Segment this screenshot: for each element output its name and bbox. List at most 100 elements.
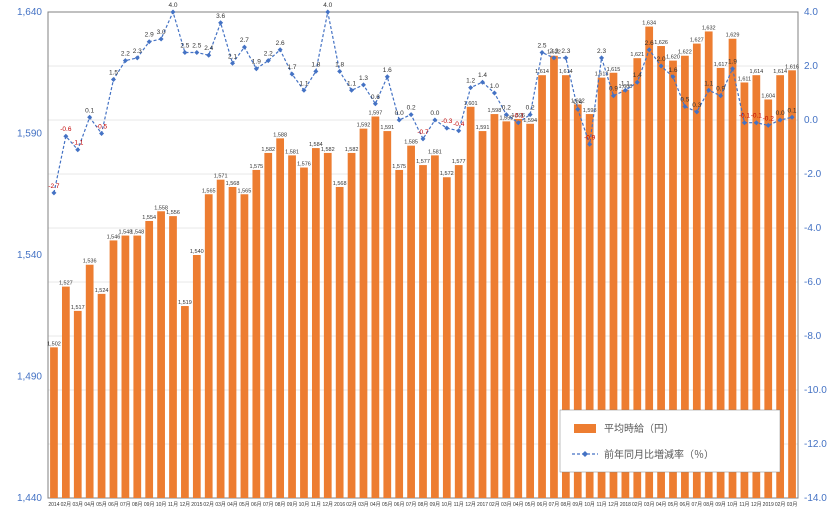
svg-text:1.9: 1.9 xyxy=(252,59,261,66)
svg-text:03月: 03月 xyxy=(358,502,369,508)
svg-text:08月: 08月 xyxy=(703,502,714,508)
svg-text:0.2: 0.2 xyxy=(407,105,416,112)
svg-text:2014: 2014 xyxy=(48,502,59,508)
svg-text:2.3: 2.3 xyxy=(133,48,142,55)
svg-text:12月: 12月 xyxy=(751,502,762,508)
svg-text:1,617: 1,617 xyxy=(714,62,728,68)
svg-text:1,554: 1,554 xyxy=(142,215,156,221)
svg-text:12月: 12月 xyxy=(322,502,333,508)
svg-text:1,568: 1,568 xyxy=(226,181,240,187)
svg-text:0.4: 0.4 xyxy=(573,99,582,106)
svg-text:-0.5: -0.5 xyxy=(96,124,108,131)
svg-text:1,565: 1,565 xyxy=(238,188,252,194)
svg-text:1.2: 1.2 xyxy=(466,78,475,85)
svg-text:1.8: 1.8 xyxy=(335,61,344,68)
svg-text:1,577: 1,577 xyxy=(452,159,466,165)
svg-text:04月: 04月 xyxy=(370,502,381,508)
svg-text:-0.7: -0.7 xyxy=(417,129,429,136)
svg-text:1,598: 1,598 xyxy=(488,108,502,114)
svg-text:1,517: 1,517 xyxy=(71,305,85,311)
svg-text:1,614: 1,614 xyxy=(749,69,763,75)
svg-text:09月: 09月 xyxy=(715,502,726,508)
svg-text:-12.0: -12.0 xyxy=(804,439,827,450)
svg-text:4.0: 4.0 xyxy=(168,2,177,9)
svg-text:1,582: 1,582 xyxy=(261,147,275,153)
svg-text:0.9: 0.9 xyxy=(716,86,725,93)
svg-text:2.0: 2.0 xyxy=(804,61,818,72)
svg-text:0.0: 0.0 xyxy=(430,110,439,117)
svg-text:-4.0: -4.0 xyxy=(804,223,822,234)
svg-text:05月: 05月 xyxy=(96,502,107,508)
svg-text:11月: 11月 xyxy=(311,502,321,508)
svg-text:1,626: 1,626 xyxy=(654,40,668,46)
svg-text:04月: 04月 xyxy=(227,502,238,508)
svg-text:1,571: 1,571 xyxy=(214,174,228,180)
svg-text:1,565: 1,565 xyxy=(202,188,216,194)
svg-text:07月: 07月 xyxy=(406,502,417,508)
svg-text:4.0: 4.0 xyxy=(804,7,818,18)
svg-text:1.4: 1.4 xyxy=(478,72,487,79)
svg-text:-0.9: -0.9 xyxy=(584,134,596,141)
svg-text:07月: 07月 xyxy=(692,502,703,508)
svg-text:1,604: 1,604 xyxy=(761,93,775,99)
svg-text:1.6: 1.6 xyxy=(383,67,392,74)
svg-text:06月: 06月 xyxy=(108,502,119,508)
svg-text:02月: 02月 xyxy=(489,502,500,508)
svg-text:1,640: 1,640 xyxy=(17,7,42,18)
svg-text:1,548: 1,548 xyxy=(130,230,144,236)
svg-text:-10.0: -10.0 xyxy=(804,385,827,396)
svg-text:1.7: 1.7 xyxy=(288,64,297,71)
svg-text:1,597: 1,597 xyxy=(368,110,382,116)
svg-text:2016: 2016 xyxy=(334,502,345,508)
svg-text:1,527: 1,527 xyxy=(59,281,73,287)
svg-text:0.2: 0.2 xyxy=(502,105,511,112)
svg-text:2015: 2015 xyxy=(191,502,202,508)
svg-text:1,592: 1,592 xyxy=(357,123,371,129)
svg-text:1,519: 1,519 xyxy=(178,300,192,306)
svg-text:0.6: 0.6 xyxy=(371,94,380,101)
svg-text:1,524: 1,524 xyxy=(95,288,109,294)
svg-text:03月: 03月 xyxy=(72,502,83,508)
svg-text:-0.1: -0.1 xyxy=(739,113,751,120)
svg-text:1,582: 1,582 xyxy=(345,147,359,153)
svg-text:10月: 10月 xyxy=(299,502,310,508)
svg-text:1,590: 1,590 xyxy=(17,129,42,140)
svg-text:1,627: 1,627 xyxy=(690,38,704,44)
svg-text:-8.0: -8.0 xyxy=(804,331,822,342)
svg-text:2.6: 2.6 xyxy=(276,40,285,47)
svg-text:1.1: 1.1 xyxy=(704,80,713,87)
svg-text:2.5: 2.5 xyxy=(180,43,189,50)
svg-text:0.1: 0.1 xyxy=(788,107,797,114)
svg-text:1.6: 1.6 xyxy=(668,67,677,74)
svg-text:07月: 07月 xyxy=(120,502,131,508)
svg-text:2.7: 2.7 xyxy=(240,37,249,44)
svg-text:1,440: 1,440 xyxy=(17,493,42,504)
svg-text:05月: 05月 xyxy=(382,502,393,508)
svg-text:03月: 03月 xyxy=(501,502,512,508)
svg-text:-0.4: -0.4 xyxy=(453,121,465,128)
svg-text:1,502: 1,502 xyxy=(47,341,61,347)
svg-text:09月: 09月 xyxy=(430,502,441,508)
svg-text:4.0: 4.0 xyxy=(323,2,332,9)
hourly-wage-chart: 1,4401,4901,5401,5901,640-14.0-12.0-10.0… xyxy=(0,0,840,522)
svg-text:-14.0: -14.0 xyxy=(804,493,827,504)
svg-text:1,614: 1,614 xyxy=(559,69,573,75)
svg-text:12月: 12月 xyxy=(465,502,476,508)
svg-text:1.1: 1.1 xyxy=(621,80,630,87)
svg-text:2.9: 2.9 xyxy=(145,32,154,39)
svg-text:1,540: 1,540 xyxy=(17,250,42,261)
svg-text:0.5: 0.5 xyxy=(680,97,689,104)
svg-text:1,611: 1,611 xyxy=(738,76,751,82)
svg-text:1,576: 1,576 xyxy=(297,162,311,168)
svg-text:3.0: 3.0 xyxy=(157,29,166,36)
svg-text:1,556: 1,556 xyxy=(166,210,180,216)
svg-text:1,572: 1,572 xyxy=(440,171,454,177)
svg-text:2.3: 2.3 xyxy=(597,48,606,55)
svg-text:2.2: 2.2 xyxy=(264,51,273,58)
svg-text:1,634: 1,634 xyxy=(642,21,656,27)
svg-text:09月: 09月 xyxy=(144,502,155,508)
svg-text:03月: 03月 xyxy=(644,502,655,508)
svg-text:-2.7: -2.7 xyxy=(48,183,60,190)
svg-text:1,577: 1,577 xyxy=(416,159,430,165)
svg-text:07月: 07月 xyxy=(263,502,274,508)
